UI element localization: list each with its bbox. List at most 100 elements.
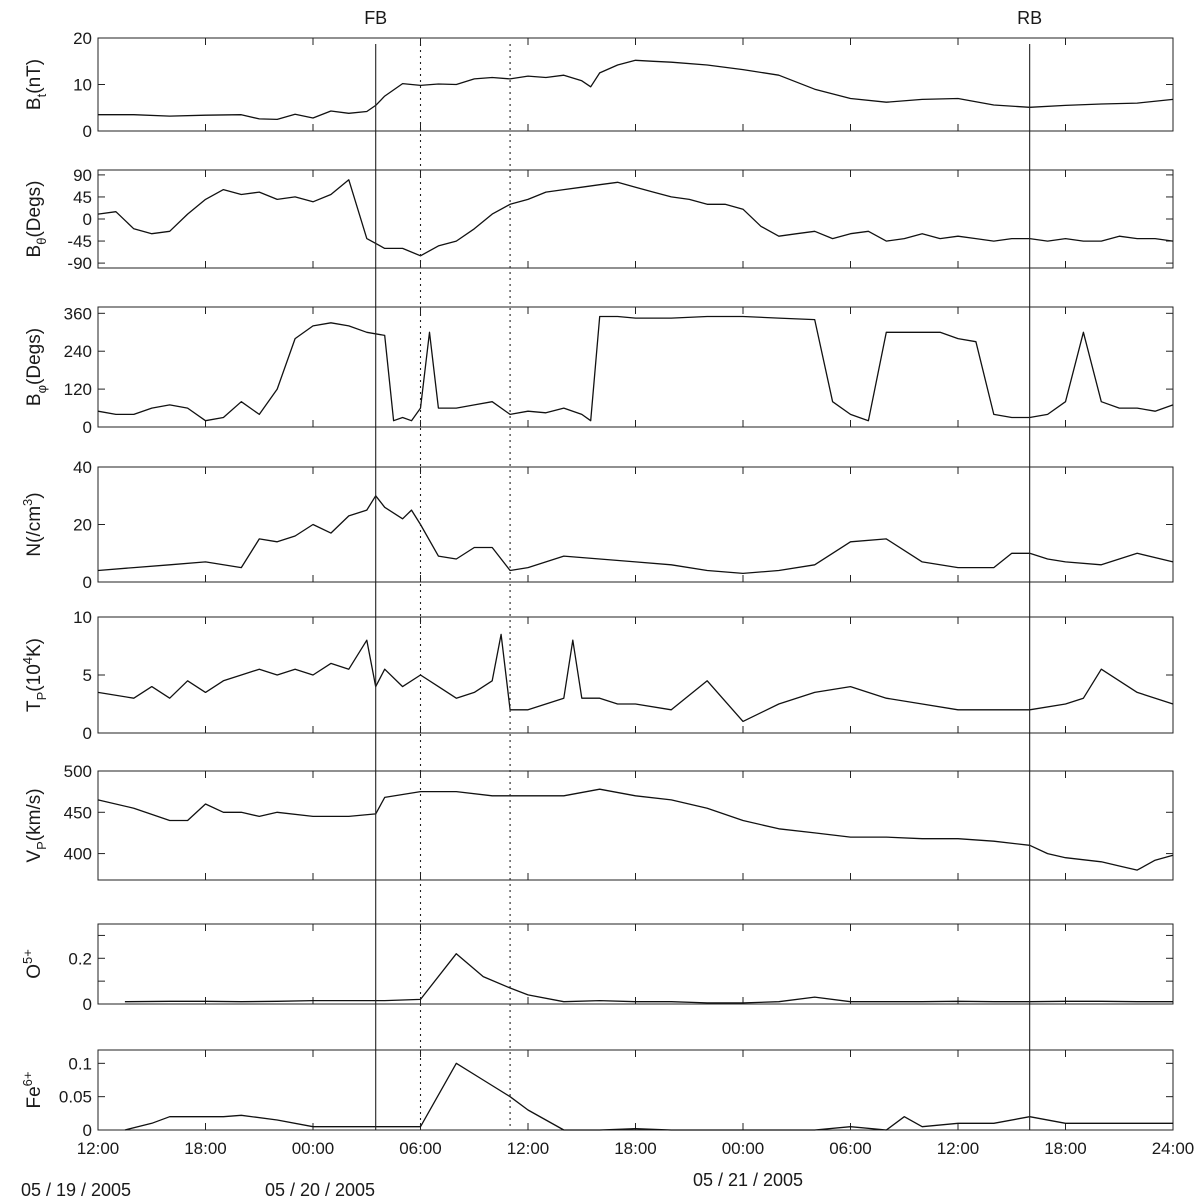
x-tick-label: 18:00 [184,1139,227,1158]
y-axis-label-part: N(/cm [24,506,45,557]
x-axis-labels-group: 12:00 18:00 00:00 06:00 12:00 18:00 00:00 06:00… [21,1139,1194,1200]
panel-frame [97,306,1174,428]
y-axis-label-vp: VP(km/s) [24,788,49,862]
y-tick-label: 10 [73,76,92,95]
panel-frame [97,37,1174,132]
y-tick-label: -45 [67,232,92,251]
y-axis-label-part: φ [34,385,49,393]
y-tick-label: 0.1 [68,1054,92,1073]
y-tick-label: 400 [64,845,92,864]
x-tick-label: 18:00 [1044,1139,1087,1158]
y-axis-label-part: P [34,692,49,701]
date-label: 05 / 20 / 2005 [265,1180,375,1200]
y-axis-label-part: 3 [20,499,35,506]
y-axis-label-tp: TP(104K) [20,638,49,712]
y-axis-label-part: (10 [24,664,45,691]
y-axis-label-part: (Degs) [24,328,45,385]
y-tick-label: 0.05 [59,1088,92,1107]
series-line-bphi [97,315,1174,422]
y-tick-label: 5 [83,666,92,685]
y-axis-label-part: 6+ [20,1071,35,1086]
panel-n: 0 20 40 N(/cm3) [20,458,1174,592]
panel-fe6: 0 0.05 0.1 Fe6+ [20,1049,1174,1140]
y-axis-label-part: 5+ [20,949,35,964]
panel-frame [97,923,1174,1005]
y-tick-label: -90 [67,254,92,273]
x-tick-label: 18:00 [614,1139,657,1158]
y-tick-label: 0 [83,995,92,1014]
y-axis-label-part: P [34,841,49,850]
y-axis-label-part: V [24,850,45,863]
y-tick-label: 0 [83,724,92,743]
y-axis-label-part: O [24,964,45,979]
y-tick-label: 0 [83,210,92,229]
y-tick-label: 20 [73,516,92,535]
series-line-n [97,495,1174,575]
y-axis-label-part: K) [24,638,45,657]
y-axis-label-part: 4 [20,657,35,664]
y-axis-label-part: Fe [24,1086,45,1108]
y-axis-label-fe6: Fe6+ [20,1071,45,1108]
y-axis-label-part: B [24,245,45,258]
y-axis-label-part: B [24,393,45,406]
panel-bphi: 0 120 240 360 Bφ(Degs) [24,304,1174,437]
x-tick-label: 12:00 [507,1139,550,1158]
y-tick-label: 90 [73,166,92,185]
y-tick-label: 500 [64,762,92,781]
y-tick-label: 360 [64,304,92,323]
x-tick-label: 00:00 [292,1139,335,1158]
y-tick-label: 240 [64,342,92,361]
y-axis-label-part: T [24,700,45,712]
date-label: 05 / 19 / 2005 [21,1180,131,1200]
panel-frame [97,169,1174,269]
y-tick-label: 10 [73,608,92,627]
series-line-tp [97,633,1174,723]
panel-tp: 0 5 10 TP(104K) [20,608,1174,743]
y-axis-label-part: B [24,97,45,110]
series-line-fe6 [124,1062,1173,1131]
y-tick-label: 450 [64,803,92,822]
y-tick-label: 0 [83,1121,92,1140]
series-line-vp [97,788,1174,871]
y-axis-label-n: N(/cm3) [20,492,45,556]
panel-frame [97,466,1174,583]
panel-o5: 0 0.2 O5+ [20,923,1174,1014]
event-label-fb: FB [364,8,387,28]
x-tick-label: 12:00 [77,1139,120,1158]
panel-vp: 400 450 500 VP(km/s) [24,762,1174,881]
panel-frame [97,616,1174,734]
x-tick-label: 00:00 [722,1139,765,1158]
y-axis-label-part: (km/s) [24,788,45,841]
y-axis-label-part: (Degs) [24,181,45,238]
y-axis-label-part: ) [24,492,45,498]
panel-btheta: -90 -45 0 45 90 Bθ(Degs) [24,166,1174,273]
event-lines-group: FB RB [364,8,1042,1130]
x-tick-label: 06:00 [399,1139,442,1158]
y-tick-label: 0 [83,573,92,592]
y-tick-label: 45 [73,188,92,207]
series-line-btheta [97,179,1174,257]
y-tick-label: 0 [83,418,92,437]
y-tick-label: 40 [73,458,92,477]
series-line-o5 [124,953,1173,1004]
series-line-bt [98,59,1174,121]
x-tick-label: 24:00 [1152,1139,1195,1158]
x-tick-label: 12:00 [937,1139,980,1158]
y-tick-label: 0 [83,122,92,141]
y-tick-label: 20 [73,29,92,48]
y-axis-label-btheta: Bθ(Degs) [24,181,49,258]
panel-frame [97,770,1174,881]
panel-bt: 0 10 20 Bt(nT) [24,29,1174,141]
date-label: 05 / 21 / 2005 [693,1170,803,1190]
y-axis-label-bphi: Bφ(Degs) [24,328,49,406]
y-tick-label: 0.2 [68,949,92,968]
y-axis-label-bt: Bt(nT) [24,59,49,110]
y-tick-label: 120 [64,380,92,399]
y-axis-label-o5: O5+ [20,949,45,979]
y-axis-label-part: θ [34,238,49,245]
y-axis-label-part: (nT) [24,59,45,94]
y-axis-label-part: t [34,93,49,97]
x-tick-label: 06:00 [829,1139,872,1158]
panels-group: 01020Bt(nT)-90-4504590Bθ(Degs)0120240360… [20,29,1174,1140]
